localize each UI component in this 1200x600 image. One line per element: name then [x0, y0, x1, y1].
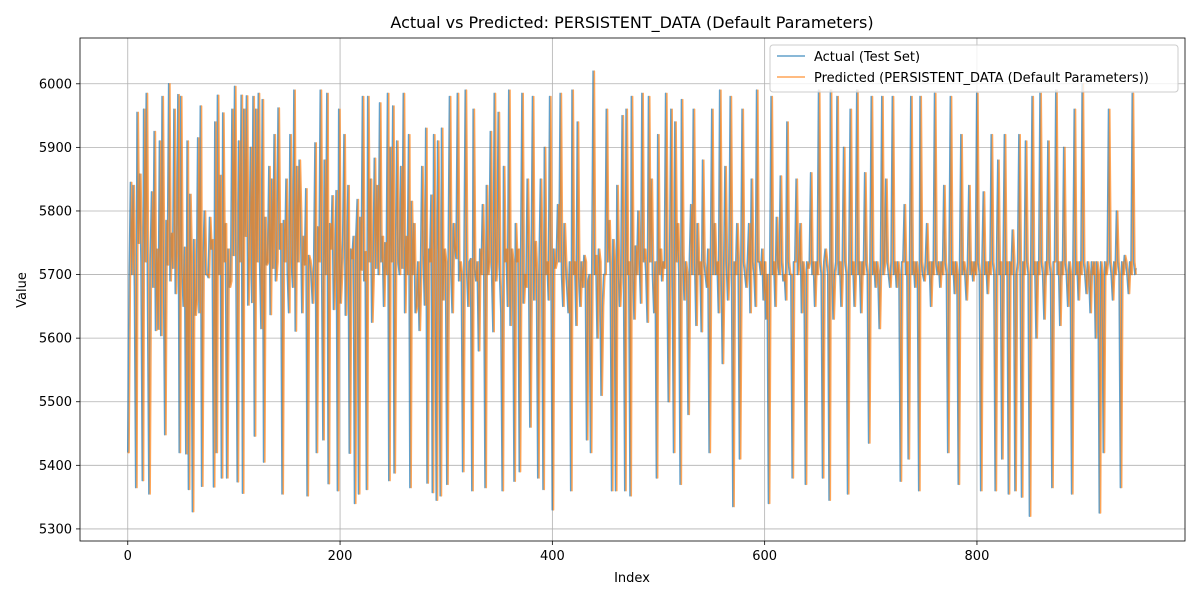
y-tick-label: 5500 — [39, 395, 72, 410]
x-tick-label: 600 — [752, 549, 777, 564]
y-tick-label: 5800 — [39, 204, 72, 219]
series-layer — [127, 70, 1137, 517]
x-tick-label: 800 — [965, 549, 990, 564]
chart-title: Actual vs Predicted: PERSISTENT_DATA (De… — [390, 13, 873, 33]
x-tick-label: 400 — [540, 549, 565, 564]
tick-layer: 0 200 400 600 800 5300 5400 5500 5600 5700 5800 590… — [39, 77, 989, 564]
y-tick-label: 5300 — [39, 522, 72, 537]
x-tick-label: 200 — [328, 549, 353, 564]
legend: Actual (Test Set) Predicted (PERSISTENT_… — [769, 44, 1179, 93]
legend-label-actual: Actual (Test Set) — [814, 50, 920, 65]
series-line-predicted — [127, 70, 1137, 517]
y-tick-label: 5900 — [39, 141, 72, 156]
plot-frame — [79, 37, 1186, 542]
x-axis-label: Index — [614, 571, 650, 586]
y-tick-label: 5600 — [39, 332, 72, 347]
y-tick-label: 5700 — [39, 268, 72, 283]
x-tick-label: 0 — [124, 549, 132, 564]
y-tick-label: 6000 — [39, 77, 72, 92]
legend-label-predicted: Predicted (PERSISTENT_DATA (Default Para… — [814, 71, 1149, 86]
legend-box — [769, 44, 1179, 93]
y-axis-label: Value — [15, 272, 30, 308]
y-tick-label: 5400 — [39, 459, 72, 474]
